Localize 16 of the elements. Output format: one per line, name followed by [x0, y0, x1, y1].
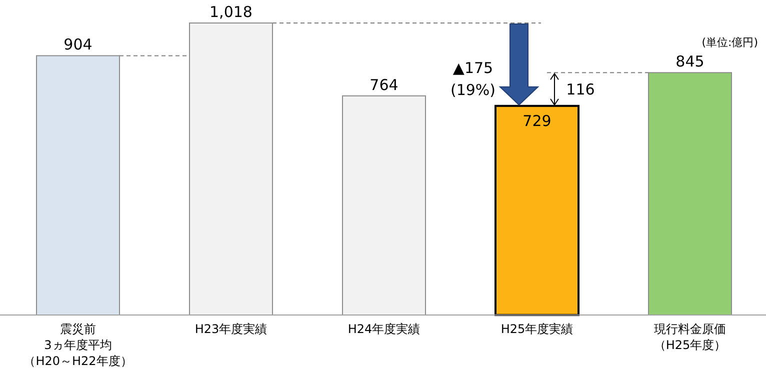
bar [494, 104, 580, 316]
bar [342, 95, 426, 316]
x-tick-label: H24年度実績 [348, 322, 420, 336]
annotation: 116 [566, 80, 595, 98]
data-label: 729 [522, 112, 552, 130]
x-tick-label: H23年度実績 [194, 322, 268, 336]
annotation: ▲175 [452, 59, 494, 77]
x-tick-label: 震災前3ヵ年度平均（H20～H22年度） [24, 322, 132, 368]
data-label: 845 [676, 52, 704, 71]
x-tick-label: H25年度実績 [500, 322, 574, 336]
annotation: (19%) [450, 81, 496, 99]
x-tick-label: 現行料金原価（H25年度） [654, 322, 726, 352]
data-label: 904 [64, 36, 92, 54]
data-label: 1,018 [210, 3, 252, 21]
annotation: (単位:億円) [702, 36, 758, 49]
data-label: 764 [370, 76, 398, 94]
